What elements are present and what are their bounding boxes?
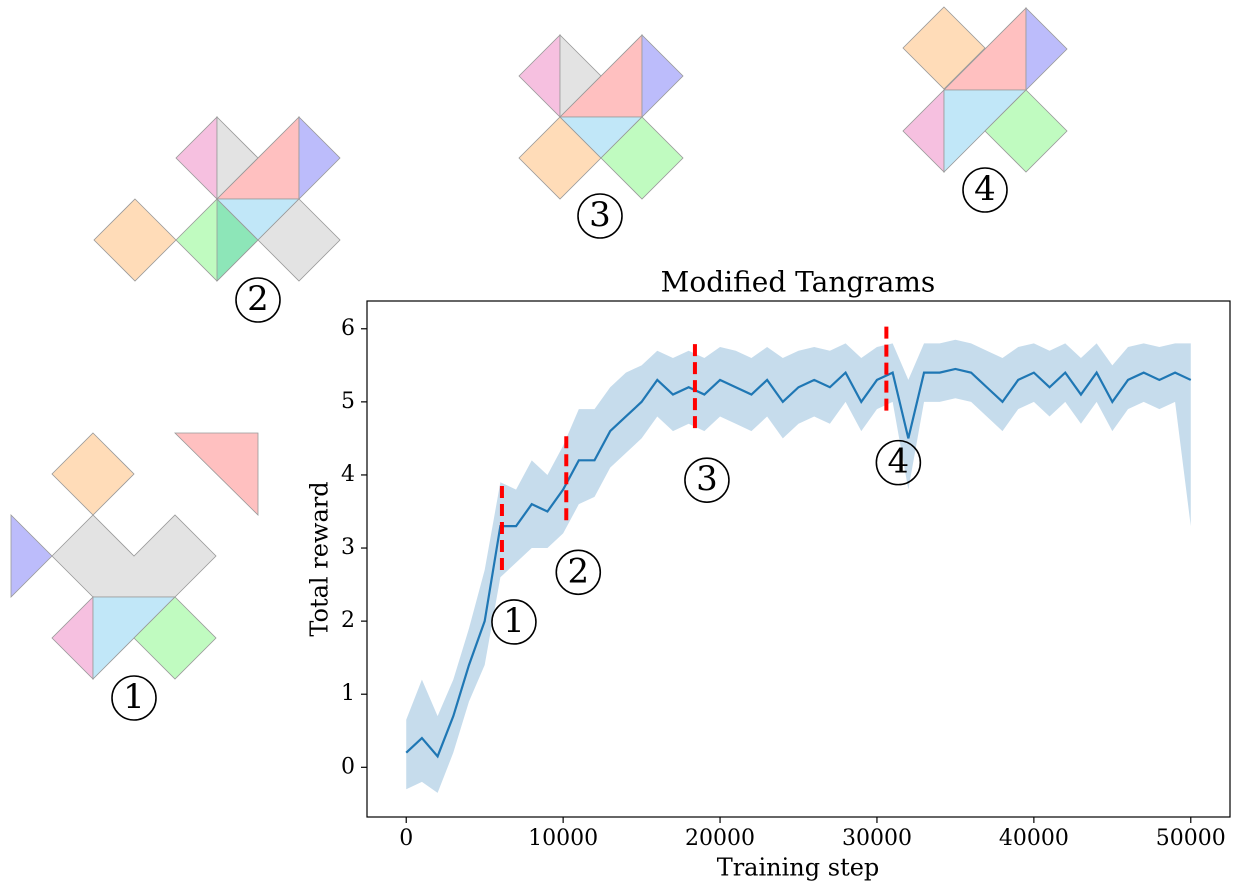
tangram-label: 3: [589, 195, 611, 235]
tangram-4: 4: [902, 6, 1068, 213]
x-tick-label: 30000: [842, 826, 912, 851]
y-axis-label: Total reward: [306, 481, 334, 636]
x-tick-label: 10000: [528, 826, 598, 851]
marker-circle: [555, 549, 602, 596]
marker-circle: [491, 599, 537, 645]
tangram-1: 1: [10, 432, 259, 721]
y-tick-label: 4: [341, 462, 355, 487]
chart-title: Modified Tangrams: [661, 266, 936, 299]
tangram-label: 2: [247, 279, 269, 319]
x-tick-label: 20000: [685, 826, 755, 851]
x-tick-label: 0: [399, 826, 413, 851]
marker-circle: [684, 457, 730, 503]
x-tick-label: 40000: [999, 826, 1069, 851]
plot-frame: [366, 300, 1231, 818]
x-tick-label: 50000: [1156, 826, 1226, 851]
marker-circle: [875, 439, 922, 486]
marker-label: 2: [567, 551, 589, 591]
y-tick-label: 5: [341, 389, 355, 414]
tangram-label: 4: [974, 169, 996, 209]
x-axis-label: Training step: [717, 854, 880, 882]
tangram-3: 3: [518, 34, 684, 239]
tangram-label: 1: [123, 677, 145, 717]
y-tick-label: 0: [341, 754, 355, 779]
y-tick-label: 3: [341, 535, 355, 560]
y-tick-label: 6: [341, 316, 355, 341]
marker-label: 4: [888, 442, 910, 482]
band: [406, 339, 1191, 793]
line: [405, 367, 1192, 759]
tangram-2: 2: [93, 116, 341, 323]
marker-label: 1: [503, 601, 525, 641]
y-tick-label: 1: [341, 681, 355, 706]
y-tick-label: 2: [341, 608, 355, 633]
marker-label: 3: [696, 459, 718, 499]
